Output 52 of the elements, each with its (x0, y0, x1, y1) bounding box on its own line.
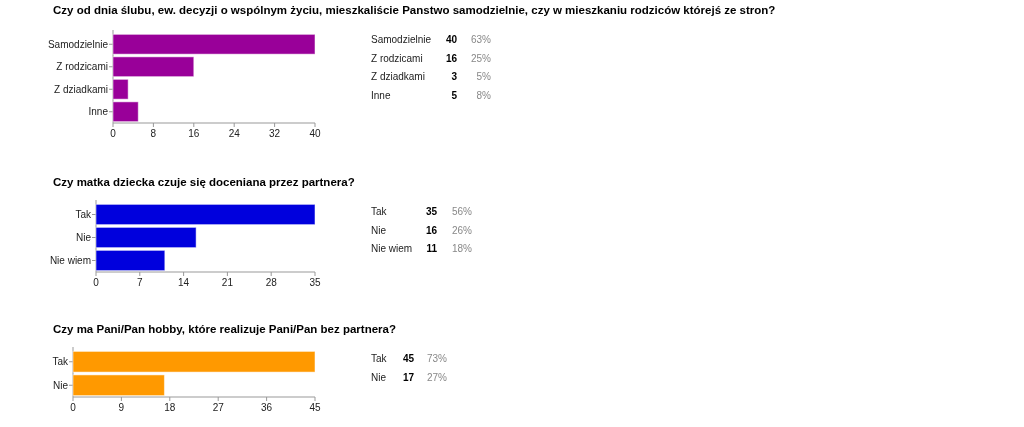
y-tick-label: Tak (75, 209, 92, 220)
x-tick-label: 0 (110, 128, 117, 139)
text: 56% (451, 206, 473, 217)
x-tick-label: 40 (309, 128, 321, 139)
data-label: 3 (451, 71, 458, 82)
bar (95, 226, 197, 249)
y-tick-label: Inne (371, 89, 391, 101)
y-tick-label: Z rodzicami (371, 52, 423, 64)
x-tick-label: 28 (265, 277, 278, 288)
x-tick-label: 27 (212, 402, 225, 413)
category-label: Inne (88, 106, 108, 118)
x-tick-label: 45 (309, 402, 321, 413)
data-label: 45 (402, 353, 415, 364)
text: 25% (470, 52, 492, 64)
x-tick-label: 14 (178, 277, 190, 288)
text: 5% (476, 71, 492, 82)
y-tick-label: Z dziadkami (371, 71, 425, 82)
chart-title: Czy ma Pani/Pan hobby, które realizuje Pani/Pan bez partnera? (53, 323, 396, 335)
text: 63% (470, 34, 492, 45)
data-label: 11 (426, 243, 438, 254)
x-tick-label: 24 (228, 128, 241, 139)
x-tick-label: 8 (150, 128, 157, 139)
x-tick-label: 9 (118, 402, 125, 413)
bar (95, 249, 166, 272)
x-tick-label: 32 (269, 128, 281, 139)
x-tick-label: 0 (70, 402, 77, 413)
y-tick-label: Nie (75, 232, 92, 243)
data-label: 16 (425, 224, 438, 236)
x-tick-label: 16 (188, 128, 200, 139)
y-tick-label: Tak (52, 356, 69, 368)
text: 27% (426, 371, 448, 383)
data-label: 16 (445, 52, 458, 64)
x-tick-label: 0 (93, 277, 100, 288)
bar (95, 203, 316, 226)
text: 18% (451, 243, 473, 254)
chart-title: Czy matka dziecka czuje się doceniana przez partnera? (53, 176, 355, 188)
data-label: 35 (425, 206, 438, 217)
y-tick-label: Nie (52, 379, 69, 391)
x-tick-label: 7 (137, 277, 144, 288)
x-tick-label: 21 (221, 277, 234, 288)
y-tick-label: Nie wiem (49, 255, 91, 266)
x-tick-label: 18 (164, 402, 176, 413)
text: 73% (426, 353, 448, 364)
x-tick-label: 35 (309, 277, 321, 288)
text: 26% (451, 224, 473, 236)
data-label: 5 (451, 89, 458, 101)
x-tick-label: 36 (261, 402, 273, 413)
text: Czy od dnia ślubu, ew. decyzji o wspólnym życiu, mieszkaliście Panstwo samodzielnie, czy w mieszkaniu rodziców którejś ze stron? (53, 4, 776, 16)
data-label: 40 (445, 34, 458, 45)
text: 8% (476, 89, 492, 101)
y-tick-label: Samodzielnie (371, 34, 432, 45)
data-label: 17 (402, 371, 415, 383)
